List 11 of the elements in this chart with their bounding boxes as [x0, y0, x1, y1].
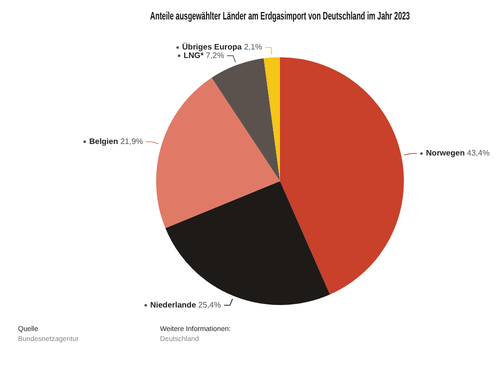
slice-label: LNG* [184, 50, 204, 60]
data-label: 7,2% [206, 50, 224, 60]
slice-label: Norwegen [426, 148, 465, 158]
chart-title: Anteile ausgewählter Länder am Erdgasimport von Deutschland im Jahr 2023 [150, 10, 410, 22]
slice-label: Belgien [89, 136, 118, 146]
data-label: 43,4% [466, 148, 490, 158]
slice-label: Niederlande [150, 300, 197, 310]
data-label: 21,9% [120, 136, 144, 146]
data-label: 2,1% [244, 42, 262, 52]
data-label: 25,4% [198, 300, 221, 310]
slice-label: Übriges Europa [182, 42, 242, 52]
